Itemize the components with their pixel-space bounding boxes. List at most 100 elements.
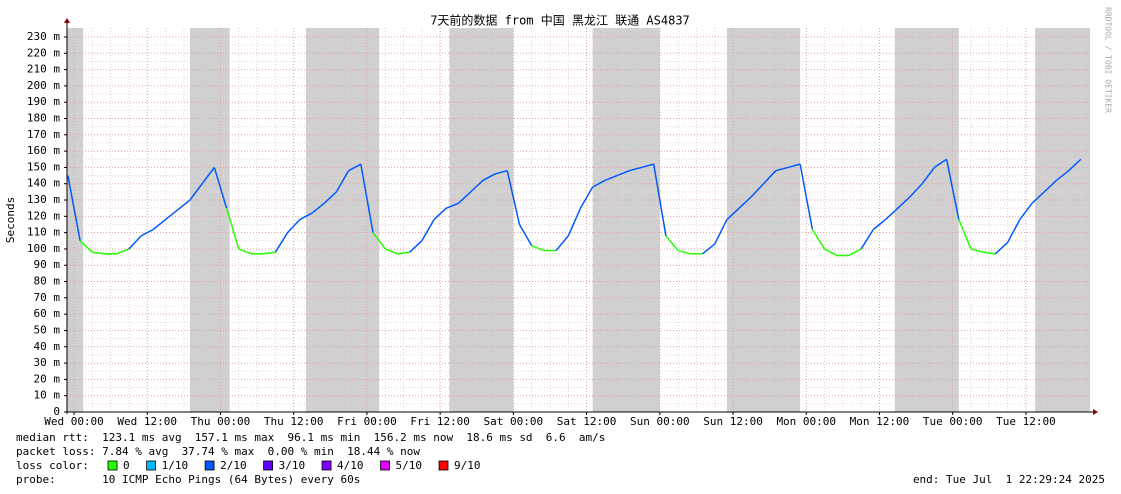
y-tick-label: 30 m: [34, 356, 61, 369]
chart-title: 7天前的数据 from 中国 黑龙江 联通 AS4837: [430, 13, 690, 28]
median-segment: [555, 235, 569, 252]
median-segment: [860, 228, 875, 250]
x-tick-label: Sat 00:00: [484, 415, 544, 428]
x-tick-label: Fri 00:00: [337, 415, 397, 428]
median-segment: [970, 248, 984, 253]
median-segment: [848, 248, 862, 257]
x-tick-label: Thu 00:00: [191, 415, 251, 428]
median-segment: [641, 163, 654, 169]
median-segment: [994, 241, 1009, 255]
median-segment: [702, 243, 716, 255]
median-segment: [811, 228, 826, 250]
median-segment: [421, 219, 435, 242]
median-segment: [1006, 219, 1021, 243]
median-segment: [384, 248, 398, 255]
y-tick-label: 150 m: [27, 160, 60, 173]
loss-span: [592, 28, 660, 412]
median-segment: [567, 207, 582, 237]
median-segment: [933, 158, 948, 169]
median-segment: [116, 248, 130, 255]
watermark: RRDTOOL / TOBI OETIKER: [1104, 7, 1113, 113]
x-tick-label: Fri 12:00: [410, 415, 470, 428]
y-tick-label: 70 m: [34, 291, 61, 304]
median-segment: [225, 207, 240, 250]
x-tick-label: Wed 00:00: [44, 415, 104, 428]
median-segment: [958, 219, 972, 250]
median-segment: [885, 207, 899, 221]
median-segment: [824, 248, 838, 257]
median-segment: [750, 183, 765, 198]
x-tick-label: Mon 00:00: [776, 415, 836, 428]
median-segment: [445, 202, 459, 209]
median-segment: [177, 199, 191, 211]
stats-line: end: Tue Jul 1 22:29:24 2025: [913, 473, 1105, 486]
median-segment: [1043, 179, 1057, 193]
median-segment: [311, 202, 325, 214]
median-segment: [213, 167, 228, 209]
y-tick-label: 160 m: [27, 144, 60, 157]
median-segment: [921, 166, 935, 185]
legend-label: 5/10: [396, 459, 423, 472]
y-tick-label: 110 m: [27, 226, 60, 239]
y-tick-label: 90 m: [34, 258, 61, 271]
median-segment: [189, 183, 203, 201]
median-segment: [909, 183, 923, 198]
median-segment: [470, 179, 484, 193]
y-tick-label: 60 m: [34, 307, 61, 320]
loss-span: [894, 28, 959, 412]
legend-label: 2/10: [220, 459, 247, 472]
median-segment: [726, 207, 740, 221]
y-tick-label: 120 m: [27, 209, 60, 222]
median-segment: [433, 207, 447, 221]
x-tick-label: Sun 00:00: [630, 415, 690, 428]
y-tick-label: 50 m: [34, 323, 61, 336]
y-tick-label: 0: [53, 405, 60, 418]
stats-line: packet loss: 7.84 % avg 37.74 % max 0.00…: [16, 445, 420, 458]
median-segment: [762, 170, 777, 185]
median-segment: [409, 240, 423, 253]
loss-span: [67, 28, 84, 412]
legend-swatch: [146, 460, 157, 471]
median-segment: [79, 240, 93, 253]
legend-swatch: [204, 460, 215, 471]
median-segment: [604, 174, 618, 182]
median-segment: [714, 219, 728, 245]
median-segment: [799, 164, 814, 230]
legend-swatch: [438, 460, 449, 471]
median-segment: [629, 166, 642, 172]
legend-swatch: [321, 460, 332, 471]
median-segment: [592, 179, 606, 188]
legend-label: 9/10: [454, 459, 481, 472]
median-segment: [323, 191, 337, 204]
loss-span: [449, 28, 514, 412]
legend-label: 3/10: [279, 459, 306, 472]
x-tick-label: Mon 12:00: [850, 415, 910, 428]
y-tick-label: 200 m: [27, 79, 60, 92]
median-segment: [274, 232, 289, 253]
legend-swatch: [107, 460, 118, 471]
stats-line: median rtt: 123.1 ms avg 157.1 ms max 96…: [16, 431, 605, 444]
y-tick-label: 220 m: [27, 46, 60, 59]
y-tick-label: 20 m: [34, 372, 61, 385]
median-segment: [397, 251, 410, 255]
axis-arrow: [64, 18, 70, 23]
median-segment: [263, 251, 276, 255]
median-segment: [652, 164, 667, 237]
legend-label: 4/10: [337, 459, 364, 472]
y-tick-label: 190 m: [27, 95, 60, 108]
median-segment: [482, 173, 496, 182]
y-tick-label: 210 m: [27, 63, 60, 76]
y-tick-label: 100 m: [27, 242, 60, 255]
median-segment: [128, 235, 142, 250]
y-tick-label: 140 m: [27, 177, 60, 190]
median-segment: [677, 249, 691, 255]
median-segment: [775, 166, 789, 172]
y-tick-label: 10 m: [34, 389, 61, 402]
median-segment: [165, 209, 179, 221]
median-segment: [348, 163, 362, 172]
median-segment: [579, 186, 594, 209]
x-tick-label: Wed 12:00: [117, 415, 177, 428]
axis-arrow: [1093, 409, 1098, 415]
median-segment: [238, 248, 252, 255]
